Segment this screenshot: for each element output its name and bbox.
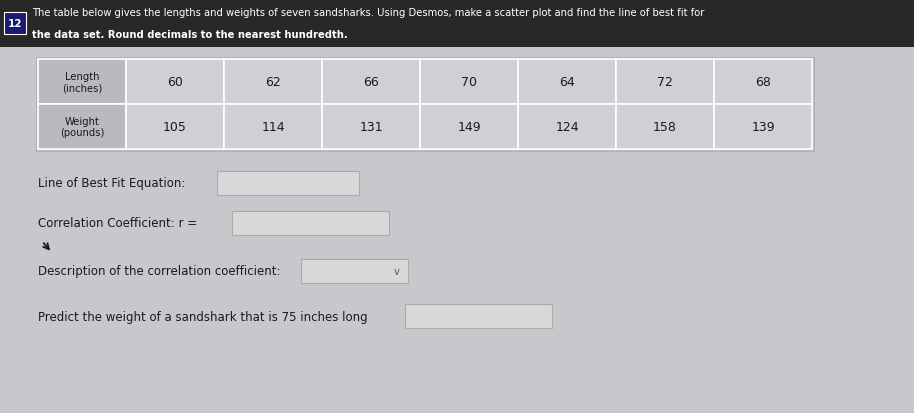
Text: Weight
(pounds): Weight (pounds): [59, 116, 104, 138]
FancyBboxPatch shape: [518, 60, 616, 105]
Text: 66: 66: [363, 76, 379, 89]
FancyBboxPatch shape: [518, 105, 616, 150]
Text: 131: 131: [359, 121, 383, 134]
FancyBboxPatch shape: [420, 105, 518, 150]
Text: Description of the correlation coefficient:: Description of the correlation coefficie…: [38, 265, 281, 278]
FancyBboxPatch shape: [322, 105, 420, 150]
Text: Length
(inches): Length (inches): [62, 71, 102, 93]
FancyBboxPatch shape: [126, 60, 224, 105]
FancyBboxPatch shape: [0, 0, 914, 48]
FancyBboxPatch shape: [224, 105, 322, 150]
Text: 64: 64: [559, 76, 575, 89]
FancyBboxPatch shape: [4, 13, 26, 35]
Text: 124: 124: [555, 121, 579, 134]
FancyBboxPatch shape: [301, 259, 408, 283]
FancyBboxPatch shape: [322, 60, 420, 105]
FancyBboxPatch shape: [38, 105, 126, 150]
FancyBboxPatch shape: [405, 304, 552, 328]
Text: Correlation Coefficient: r =: Correlation Coefficient: r =: [38, 217, 197, 230]
FancyBboxPatch shape: [714, 105, 812, 150]
FancyBboxPatch shape: [224, 60, 322, 105]
FancyBboxPatch shape: [616, 60, 714, 105]
Text: 70: 70: [461, 76, 477, 89]
Text: v: v: [394, 266, 400, 276]
FancyBboxPatch shape: [714, 60, 812, 105]
FancyBboxPatch shape: [420, 60, 518, 105]
Text: 114: 114: [261, 121, 285, 134]
Text: The table below gives the lengths and weights of seven sandsharks. Using Desmos,: The table below gives the lengths and we…: [32, 8, 705, 19]
FancyBboxPatch shape: [616, 105, 714, 150]
Text: 68: 68: [755, 76, 771, 89]
Text: 72: 72: [657, 76, 673, 89]
FancyBboxPatch shape: [217, 171, 359, 195]
FancyBboxPatch shape: [232, 211, 389, 235]
Text: Predict the weight of a sandshark that is 75 inches long: Predict the weight of a sandshark that i…: [38, 310, 367, 323]
Text: 12: 12: [7, 19, 22, 29]
Text: Line of Best Fit Equation:: Line of Best Fit Equation:: [38, 177, 186, 190]
Text: 158: 158: [654, 121, 677, 134]
Text: 139: 139: [751, 121, 775, 134]
FancyBboxPatch shape: [126, 105, 224, 150]
Text: 105: 105: [163, 121, 187, 134]
FancyBboxPatch shape: [38, 60, 126, 105]
Text: the data set. Round decimals to the nearest hundredth.: the data set. Round decimals to the near…: [32, 29, 347, 40]
Text: 149: 149: [457, 121, 481, 134]
Text: 62: 62: [265, 76, 281, 89]
FancyBboxPatch shape: [36, 58, 814, 152]
Text: 60: 60: [167, 76, 183, 89]
